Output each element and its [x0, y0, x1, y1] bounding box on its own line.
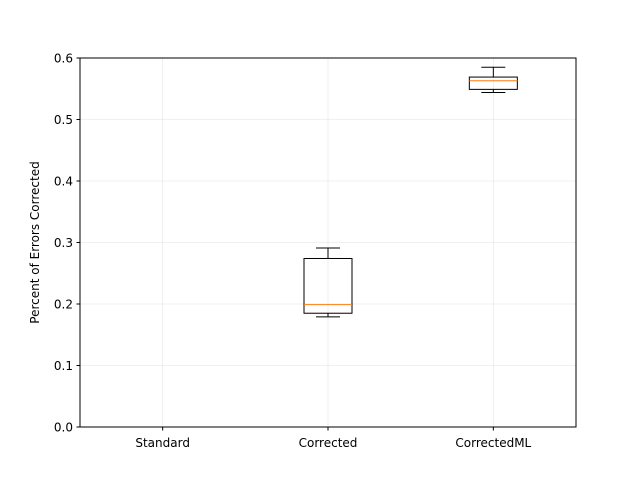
y-tick-label: 0.3 [54, 236, 73, 250]
y-tick-label: 0.6 [54, 52, 73, 66]
x-tick-label: CorrectedML [455, 436, 531, 450]
box-corrected [303, 247, 353, 318]
ticks: 0.0 0.1 0.2 0.3 0.4 0.5 0.6 Standard Corrected Co… [54, 52, 532, 451]
box-body [303, 257, 353, 314]
y-tick-label: 0.5 [54, 113, 73, 127]
y-axis-label: Percent of Errors Corrected [28, 161, 42, 323]
y-tick-label: 0.4 [54, 175, 73, 189]
box-correctedml [468, 66, 518, 93]
x-tick-label: Standard [135, 436, 190, 450]
y-tick-label: 0.0 [54, 421, 73, 435]
y-tick-label: 0.1 [54, 359, 73, 373]
x-tick-label: Corrected [299, 436, 358, 450]
box-body [468, 76, 518, 90]
y-tick-label: 0.2 [54, 298, 73, 312]
